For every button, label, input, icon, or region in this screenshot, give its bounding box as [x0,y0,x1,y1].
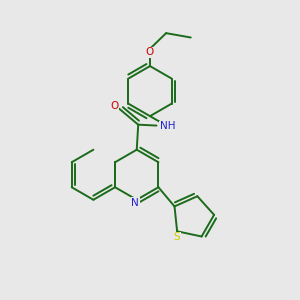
Text: N: N [131,198,139,208]
Text: O: O [146,47,154,57]
Text: O: O [110,100,119,111]
Text: S: S [174,232,180,242]
Text: NH: NH [160,121,176,131]
